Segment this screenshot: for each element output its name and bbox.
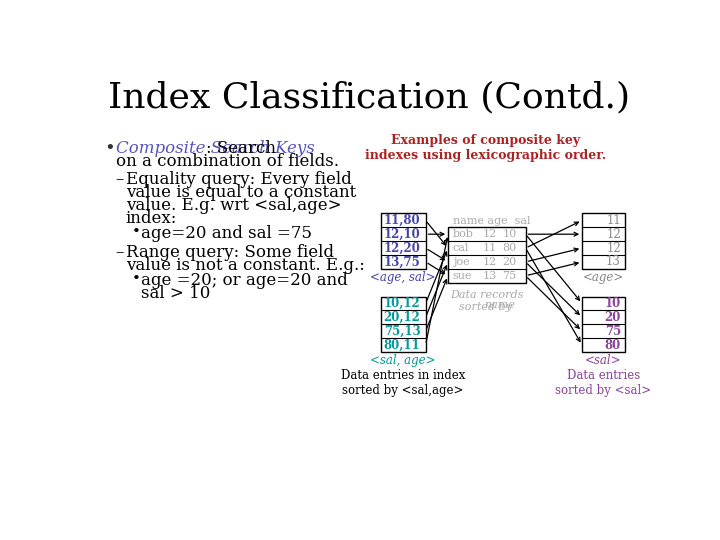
Text: index:: index: (126, 211, 177, 227)
Text: 10: 10 (503, 229, 516, 239)
Text: name: name (484, 300, 515, 310)
Text: 12: 12 (606, 228, 621, 241)
Text: 80,11: 80,11 (384, 339, 420, 352)
Text: 13: 13 (606, 255, 621, 268)
Text: Data records
sorted by: Data records sorted by (450, 291, 523, 312)
Text: 75,13: 75,13 (384, 325, 420, 338)
Bar (582, 213, 625, 269)
Text: 20: 20 (605, 311, 621, 324)
Bar (381, 296, 426, 352)
Text: age =20; or age=20 and: age =20; or age=20 and (141, 272, 348, 289)
Text: Composite Search Keys: Composite Search Keys (117, 140, 315, 157)
Text: •: • (132, 225, 140, 239)
Text: 11,80: 11,80 (384, 214, 420, 227)
Text: 12: 12 (482, 229, 496, 239)
Text: Equality query: Every field: Equality query: Every field (126, 171, 351, 188)
Text: cal: cal (453, 243, 469, 253)
Text: Data entries in index
sorted by <sal,age>: Data entries in index sorted by <sal,age… (341, 369, 465, 397)
Text: •: • (104, 140, 114, 158)
Text: sal > 10: sal > 10 (141, 285, 210, 302)
Text: 80: 80 (503, 243, 516, 253)
Text: age=20 and sal =75: age=20 and sal =75 (141, 225, 312, 242)
Bar (381, 213, 426, 269)
Text: 12: 12 (482, 257, 496, 267)
Text: 75: 75 (503, 271, 516, 281)
Text: <sal>: <sal> (585, 354, 621, 367)
Text: : Search: : Search (206, 140, 276, 157)
Text: Examples of composite key
indexes using lexicographic order.: Examples of composite key indexes using … (365, 134, 606, 162)
Text: value is equal to a constant: value is equal to a constant (126, 184, 356, 201)
Text: on a combination of fields.: on a combination of fields. (117, 153, 339, 170)
Text: 75: 75 (605, 325, 621, 338)
Bar (448, 227, 526, 283)
Text: 11: 11 (606, 214, 621, 227)
Text: 12,10: 12,10 (384, 228, 420, 241)
Text: Index Classification (Contd.): Index Classification (Contd.) (108, 80, 630, 114)
Text: value. E.g. wrt <sal,age>: value. E.g. wrt <sal,age> (126, 197, 341, 214)
Text: –: – (114, 244, 123, 261)
Text: <sal, age>: <sal, age> (370, 354, 436, 367)
Text: 11: 11 (482, 243, 496, 253)
Text: 13: 13 (482, 271, 496, 281)
Text: –: – (114, 171, 123, 188)
Text: •: • (132, 272, 140, 286)
Text: joe: joe (453, 257, 469, 267)
Text: 10,12: 10,12 (384, 297, 420, 310)
Text: 10: 10 (605, 297, 621, 310)
Text: <age, sal>: <age, sal> (370, 271, 436, 284)
Text: 13,75: 13,75 (384, 255, 420, 268)
Text: sue: sue (453, 271, 472, 281)
Text: Data entries
sorted by <sal>: Data entries sorted by <sal> (555, 369, 652, 397)
Text: name age  sal: name age sal (453, 215, 530, 226)
Text: Range query: Some field: Range query: Some field (126, 244, 333, 261)
Text: 12,20: 12,20 (384, 241, 420, 254)
Text: value is not a constant. E.g.:: value is not a constant. E.g.: (126, 257, 364, 274)
Text: <age>: <age> (582, 271, 624, 284)
Text: 12: 12 (606, 241, 621, 254)
Text: bob: bob (453, 229, 474, 239)
Text: 80: 80 (605, 339, 621, 352)
Bar (582, 296, 625, 352)
Text: 20,12: 20,12 (384, 311, 420, 324)
Text: 20: 20 (503, 257, 516, 267)
